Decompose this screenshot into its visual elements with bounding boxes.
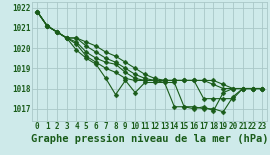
X-axis label: Graphe pression niveau de la mer (hPa): Graphe pression niveau de la mer (hPa) bbox=[31, 134, 269, 144]
